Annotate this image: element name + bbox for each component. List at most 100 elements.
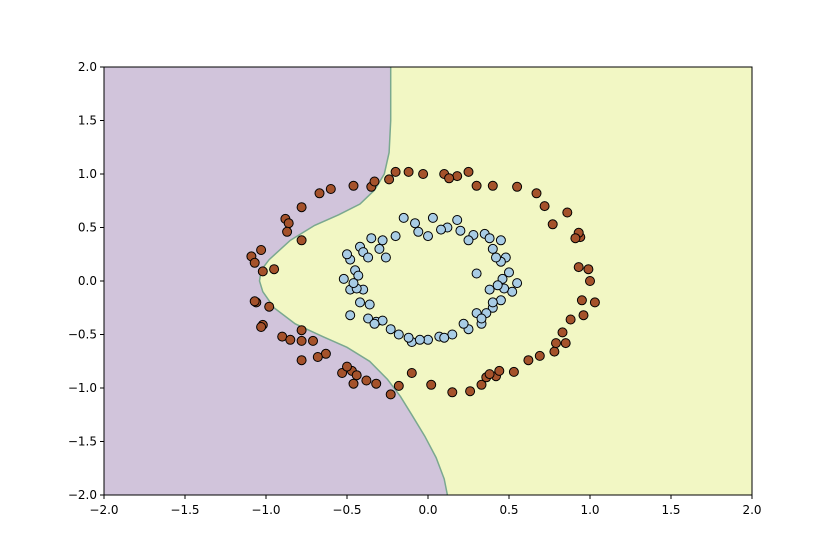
x-tick-label: 0.5 <box>499 503 518 517</box>
y-tick-label: 1.0 <box>78 167 97 181</box>
point-class-0 <box>348 278 359 289</box>
point-class-1 <box>342 361 352 372</box>
point-class-1 <box>557 327 568 338</box>
point-class-1 <box>418 169 429 179</box>
point-class-1 <box>444 173 455 184</box>
x-tick-label: 2.0 <box>742 503 761 517</box>
point-class-1 <box>463 166 474 177</box>
point-class-0 <box>476 313 487 324</box>
point-class-1 <box>576 295 587 306</box>
point-class-0 <box>390 231 401 242</box>
point-class-1 <box>256 322 267 332</box>
point-class-1 <box>560 338 571 349</box>
y-tick-label: −1.5 <box>68 435 97 449</box>
y-tick-label: 1.5 <box>78 114 97 128</box>
point-class-1 <box>476 379 487 390</box>
x-tick-label: −0.5 <box>332 503 361 517</box>
point-class-0 <box>403 332 414 343</box>
point-class-0 <box>410 218 420 229</box>
y-tick-label: −0.5 <box>68 328 97 342</box>
point-class-1 <box>369 176 380 187</box>
point-class-1 <box>348 180 359 191</box>
y-tick-label: 0.0 <box>78 274 97 288</box>
y-tick-label: 2.0 <box>78 60 97 74</box>
point-class-1 <box>565 314 576 325</box>
point-class-0 <box>491 252 501 263</box>
point-class-1 <box>484 369 495 380</box>
point-class-1 <box>296 325 307 336</box>
point-class-0 <box>439 332 450 343</box>
point-class-1 <box>531 188 542 199</box>
point-class-0 <box>377 235 388 246</box>
point-class-1 <box>487 180 498 191</box>
point-class-1 <box>296 202 307 213</box>
point-class-1 <box>256 245 267 255</box>
point-class-0 <box>471 268 482 279</box>
point-class-1 <box>314 188 325 199</box>
point-class-0 <box>393 329 404 340</box>
point-class-0 <box>504 267 514 278</box>
point-class-1 <box>308 335 318 346</box>
point-class-1 <box>452 171 463 182</box>
point-class-0 <box>436 224 446 235</box>
point-class-0 <box>452 215 463 225</box>
point-class-1 <box>296 355 307 366</box>
plot-area <box>103 66 753 496</box>
point-class-1 <box>348 378 359 389</box>
point-class-1 <box>471 180 482 191</box>
point-class-1 <box>257 266 268 277</box>
point-class-1 <box>371 378 382 389</box>
point-class-1 <box>547 219 558 230</box>
point-class-1 <box>385 389 396 400</box>
point-class-1 <box>447 387 458 398</box>
point-class-1 <box>494 365 505 376</box>
point-class-0 <box>380 252 391 263</box>
point-class-1 <box>508 366 519 377</box>
point-class-0 <box>423 231 433 242</box>
point-class-0 <box>458 318 469 329</box>
point-class-1 <box>282 226 293 237</box>
point-class-1 <box>573 262 584 273</box>
x-tick-label: −2.0 <box>89 503 118 517</box>
point-class-1 <box>249 296 260 307</box>
x-tick-label: 1.5 <box>661 503 680 517</box>
point-class-1 <box>523 355 534 366</box>
x-tick-label: 1.0 <box>580 503 599 517</box>
point-class-1 <box>384 174 395 185</box>
point-class-0 <box>463 235 474 246</box>
y-tick-label: 0.5 <box>78 221 97 235</box>
point-class-1 <box>589 297 600 308</box>
point-class-0 <box>484 284 495 295</box>
point-class-1 <box>551 338 561 349</box>
point-class-0 <box>345 310 356 321</box>
point-class-0 <box>487 297 498 308</box>
point-class-0 <box>413 226 424 237</box>
point-class-1 <box>390 166 401 177</box>
scatter-points <box>246 166 600 400</box>
point-class-0 <box>385 324 396 335</box>
point-class-1 <box>406 368 417 378</box>
point-class-0 <box>455 225 466 236</box>
point-class-1 <box>283 218 294 229</box>
point-class-1 <box>465 386 476 397</box>
point-class-1 <box>512 181 523 192</box>
point-class-0 <box>512 278 523 289</box>
point-class-0 <box>374 243 385 254</box>
x-axis: −2.0 −1.5 −1.0 −0.5 0.0 0.5 1.0 1.5 2.0 <box>89 495 762 517</box>
point-class-0 <box>342 249 352 260</box>
point-class-0 <box>495 295 506 306</box>
x-tick-label: −1.5 <box>170 503 199 517</box>
point-class-1 <box>285 334 296 345</box>
point-class-0 <box>364 299 375 310</box>
point-class-1 <box>426 379 437 390</box>
point-class-0 <box>487 243 498 254</box>
point-class-1 <box>296 235 307 246</box>
point-class-1 <box>570 233 581 244</box>
point-class-0 <box>355 297 365 308</box>
point-class-0 <box>398 212 409 223</box>
point-class-1 <box>403 166 414 177</box>
point-class-0 <box>366 233 377 244</box>
point-class-0 <box>414 334 425 345</box>
point-class-1 <box>325 184 336 194</box>
point-class-0 <box>369 318 380 329</box>
